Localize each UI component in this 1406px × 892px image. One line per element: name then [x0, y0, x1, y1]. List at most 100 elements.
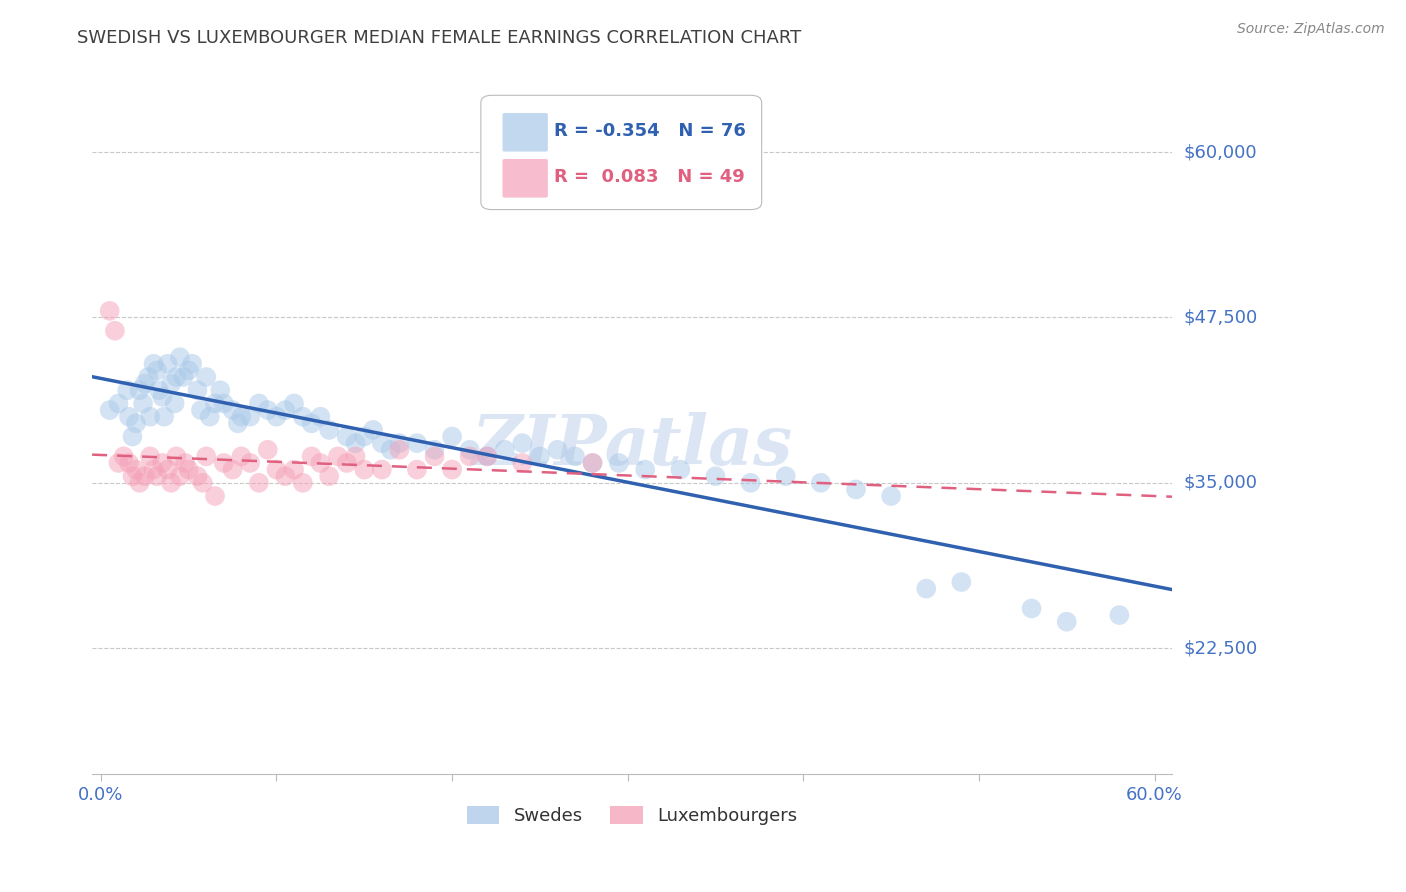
- Point: [165, 450, 187, 464]
- Point: [204, 396, 226, 410]
- Point: [266, 462, 288, 476]
- Point: [336, 429, 359, 443]
- Point: [153, 409, 176, 424]
- Point: [104, 324, 127, 338]
- Point: [477, 450, 499, 464]
- Point: [212, 396, 235, 410]
- Point: [165, 370, 187, 384]
- Point: [406, 436, 429, 450]
- Point: [132, 396, 155, 410]
- FancyBboxPatch shape: [481, 95, 762, 210]
- Point: [112, 450, 135, 464]
- Point: [156, 462, 179, 476]
- Point: [107, 456, 129, 470]
- Point: [950, 574, 973, 589]
- Point: [301, 450, 323, 464]
- Point: [146, 363, 169, 377]
- Point: [139, 409, 162, 424]
- Point: [125, 417, 148, 431]
- Point: [212, 456, 235, 470]
- Point: [845, 483, 868, 497]
- Text: R = -0.354   N = 76: R = -0.354 N = 76: [554, 122, 747, 140]
- Point: [318, 423, 340, 437]
- Point: [880, 489, 903, 503]
- Point: [775, 469, 797, 483]
- Point: [98, 403, 121, 417]
- Point: [309, 409, 332, 424]
- Point: [274, 403, 297, 417]
- Point: [221, 403, 243, 417]
- Text: R =  0.083   N = 49: R = 0.083 N = 49: [554, 168, 745, 186]
- Point: [134, 469, 156, 483]
- Point: [195, 370, 218, 384]
- Point: [301, 417, 323, 431]
- Point: [221, 462, 243, 476]
- Text: $22,500: $22,500: [1184, 640, 1257, 657]
- Point: [247, 475, 270, 490]
- Point: [186, 469, 208, 483]
- Text: Source: ZipAtlas.com: Source: ZipAtlas.com: [1237, 22, 1385, 37]
- Text: $60,000: $60,000: [1184, 144, 1257, 161]
- Point: [177, 462, 200, 476]
- Point: [283, 396, 305, 410]
- Point: [380, 442, 402, 457]
- Point: [318, 469, 340, 483]
- Point: [512, 456, 534, 470]
- Point: [353, 462, 375, 476]
- Point: [704, 469, 727, 483]
- Point: [477, 450, 499, 464]
- Point: [291, 409, 314, 424]
- Point: [669, 462, 692, 476]
- Point: [634, 462, 657, 476]
- Point: [121, 429, 143, 443]
- Point: [186, 383, 208, 397]
- Point: [128, 383, 150, 397]
- Point: [172, 370, 194, 384]
- Point: [371, 436, 394, 450]
- Text: $47,500: $47,500: [1184, 309, 1257, 326]
- Point: [134, 376, 156, 391]
- Point: [150, 456, 173, 470]
- Point: [512, 436, 534, 450]
- Point: [441, 462, 464, 476]
- Point: [1021, 601, 1043, 615]
- Point: [371, 462, 394, 476]
- Point: [266, 409, 288, 424]
- Point: [139, 450, 162, 464]
- FancyBboxPatch shape: [502, 113, 548, 152]
- Point: [121, 469, 143, 483]
- Point: [256, 442, 278, 457]
- Point: [326, 450, 349, 464]
- Point: [118, 456, 141, 470]
- Point: [458, 442, 481, 457]
- Text: ZIPatlas: ZIPatlas: [471, 411, 793, 479]
- Point: [231, 450, 253, 464]
- Point: [169, 350, 191, 364]
- Point: [607, 456, 630, 470]
- Point: [915, 582, 938, 596]
- Point: [160, 475, 183, 490]
- Point: [142, 357, 165, 371]
- Point: [546, 442, 568, 457]
- Point: [247, 396, 270, 410]
- Point: [146, 469, 169, 483]
- Point: [388, 436, 411, 450]
- Point: [353, 429, 375, 443]
- Point: [810, 475, 832, 490]
- Point: [344, 436, 367, 450]
- Point: [98, 304, 121, 318]
- Point: [107, 396, 129, 410]
- Point: [291, 475, 314, 490]
- Point: [156, 357, 179, 371]
- Legend: Swedes, Luxembourgers: Swedes, Luxembourgers: [461, 800, 803, 830]
- Point: [441, 429, 464, 443]
- Point: [274, 469, 297, 483]
- Point: [423, 442, 446, 457]
- Point: [239, 409, 262, 424]
- Point: [190, 403, 212, 417]
- Point: [209, 383, 232, 397]
- Point: [142, 462, 165, 476]
- Point: [150, 390, 173, 404]
- Point: [204, 489, 226, 503]
- Point: [181, 357, 204, 371]
